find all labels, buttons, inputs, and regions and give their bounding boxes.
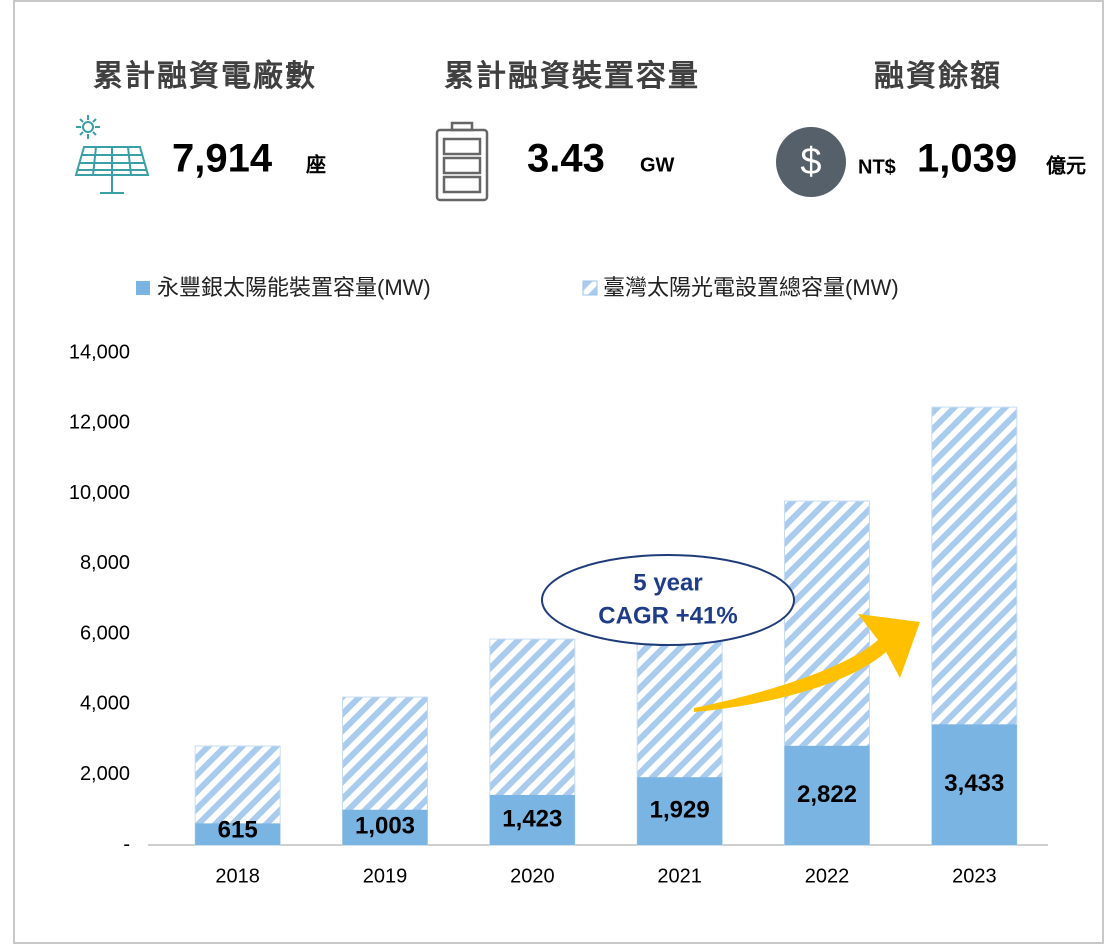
bar	[489, 794, 575, 845]
x-tick-label: 2022	[805, 865, 850, 887]
data-label: 1,003	[355, 813, 415, 840]
kpi-title: 累計融資電廠數	[93, 59, 317, 93]
kpi-value: 1,039	[917, 137, 1017, 181]
bar	[637, 777, 723, 845]
legend-label: 永豐銀太陽能裝置容量(MW)	[157, 275, 431, 300]
bar	[931, 724, 1017, 845]
data-label: 615	[218, 816, 258, 843]
battery-icon	[435, 121, 489, 202]
y-tick-label: -	[123, 833, 130, 855]
dollar-icon: $	[776, 127, 846, 197]
kpi-unit: 億元	[1046, 153, 1086, 177]
data-label: 1,423	[502, 805, 562, 832]
bar	[195, 823, 281, 845]
annotation: 5 year	[633, 569, 702, 596]
data-label: 1,929	[650, 796, 710, 823]
y-tick-label: 12,000	[69, 412, 130, 434]
data-label: 2,822	[797, 781, 857, 808]
svg-text:$: $	[800, 141, 821, 183]
y-tick-label: 2,000	[80, 763, 130, 785]
kpi-title: 融資餘額	[874, 59, 1002, 93]
x-tick-label: 2021	[657, 865, 702, 887]
annotation: CAGR +41%	[598, 602, 737, 629]
y-tick-label: 8,000	[80, 552, 130, 574]
y-tick-label: 6,000	[80, 622, 130, 644]
x-tick-label: 2018	[215, 865, 260, 887]
kpi-value: 3.43	[527, 137, 605, 181]
legend-swatch	[582, 280, 598, 296]
kpi-value: 7,914	[172, 137, 273, 181]
bar	[784, 745, 870, 845]
y-tick-label: 14,000	[69, 341, 130, 363]
chart: - 2,000 4,000 6,000 8,000 10,000 12,000 14,000 臺…	[69, 275, 1048, 887]
kpi-prefix: NT$	[858, 156, 896, 178]
kpi-unit: GW	[640, 154, 675, 176]
annotation-bubble	[541, 554, 795, 646]
frame	[13, 0, 1104, 944]
bar	[342, 809, 428, 845]
legend-label: 臺灣太陽光電設置總容量(MW)	[603, 275, 899, 300]
x-tick-label: 2020	[510, 865, 555, 887]
solar-icon	[74, 115, 150, 194]
x-tick-label: 2019	[363, 865, 408, 887]
data-label: 3,433	[944, 770, 1004, 797]
x-tick-label: 2023	[952, 865, 997, 887]
legend-swatch	[136, 281, 150, 295]
kpi-title: 累計融資裝置容量	[444, 59, 700, 93]
growth-arrow	[694, 614, 920, 712]
y-tick-label: 4,000	[80, 693, 130, 715]
kpi-unit: 座	[306, 152, 326, 176]
y-tick-label: 10,000	[69, 482, 130, 504]
